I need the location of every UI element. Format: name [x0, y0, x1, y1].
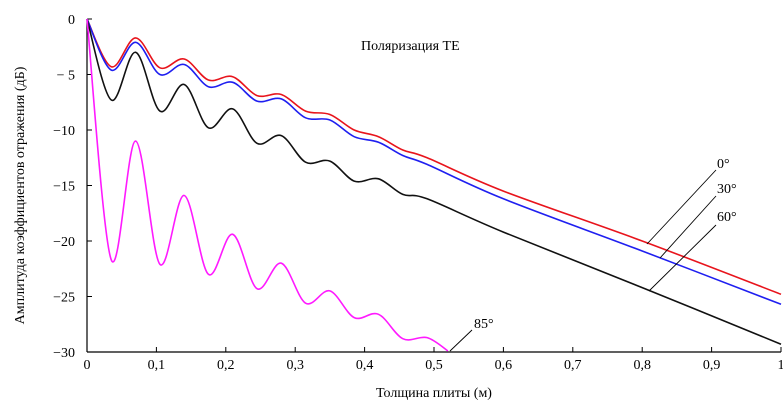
polarization-annotation: Поляризация TE — [361, 39, 460, 54]
x-tick-label: 0,7 — [564, 358, 582, 373]
x-tick-label: 0,6 — [495, 358, 513, 373]
series-line-3 — [86, 18, 449, 352]
series-label: 30° — [717, 182, 737, 197]
x-tick-label: 0,8 — [633, 358, 651, 373]
x-axis-title: Толщина плиты (м) — [376, 386, 492, 401]
y-tick-label: −30 — [53, 346, 75, 361]
x-tick-label: 0,3 — [286, 358, 304, 373]
leader-line — [646, 169, 717, 245]
x-tick-label: 1 — [778, 358, 783, 373]
x-tick-label: 0,4 — [356, 358, 374, 373]
plot-area: 0 0,1 0,2 0,3 0,4 0,5 0,6 0,7 0,8 0,9 1 0 − 5 −10 −15 −… — [53, 13, 783, 373]
y-tick-label: −15 — [53, 180, 75, 195]
x-tick-label: 0,9 — [703, 358, 721, 373]
y-tick-label: −25 — [53, 291, 75, 306]
x-tick-label: 0,5 — [425, 358, 443, 373]
y-axis-title: Амплитуда коэффициентов отражения (дБ) — [13, 66, 28, 324]
y-tick-label: − 5 — [57, 69, 75, 84]
series-line-2 — [86, 18, 782, 345]
leader-line — [659, 195, 717, 259]
x-tick-label: 0 — [84, 358, 91, 373]
series-label: 85° — [474, 317, 494, 332]
y-tick-label: −10 — [53, 124, 75, 139]
y-tick-label: −20 — [53, 235, 75, 250]
x-tick-label: 0,1 — [148, 358, 166, 373]
series-line-1 — [86, 18, 782, 306]
series-label: 60° — [717, 210, 737, 225]
y-tick-label: 0 — [68, 13, 75, 28]
x-tick-label: 0,2 — [217, 358, 235, 373]
leader-line — [648, 224, 717, 292]
leader-line — [449, 329, 473, 352]
series-label: 0° — [717, 157, 730, 172]
series-line-0 — [86, 18, 782, 296]
